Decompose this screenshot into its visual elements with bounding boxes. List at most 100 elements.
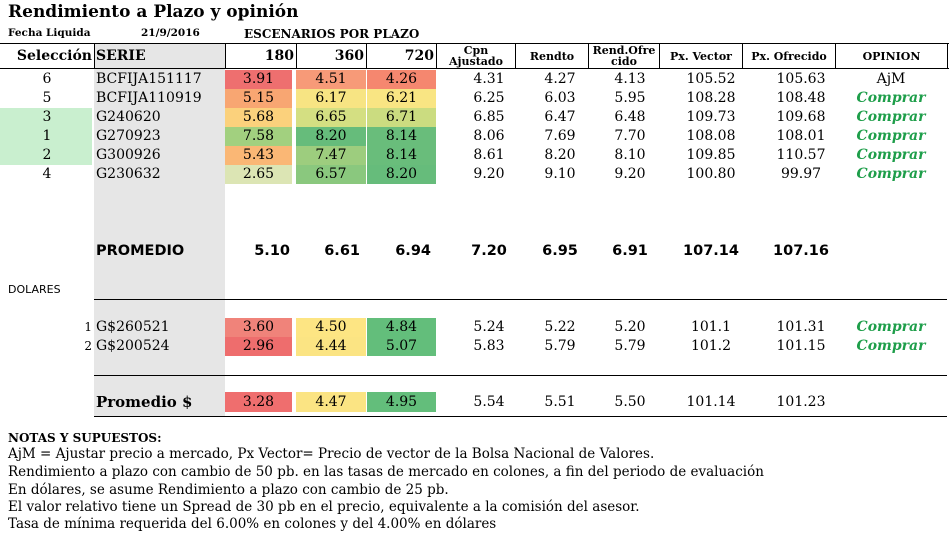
px-vector: 100.80 — [686, 166, 736, 182]
selection-rank: 5 — [42, 90, 52, 106]
dolares-top-border — [94, 299, 947, 300]
px-ofrecido: 108.01 — [776, 128, 826, 144]
yield-720: 6.71 — [367, 108, 436, 127]
yield-720: 8.14 — [367, 127, 436, 146]
header-rof-line2: cido — [611, 55, 637, 68]
rendto: 6.03 — [544, 90, 576, 106]
opinion: AjM — [876, 71, 906, 87]
rend-ofrecido: 5.95 — [614, 90, 646, 106]
promedio-rendto: 6.95 — [542, 243, 578, 259]
cpn-ajustado: 5.24 — [473, 319, 505, 335]
serie-column-shade — [94, 43, 225, 417]
header-720: 720 — [404, 47, 434, 64]
header-divider — [296, 43, 297, 69]
yield-180: 7.58 — [225, 127, 292, 146]
rend-ofrecido: 5.79 — [614, 338, 646, 354]
opinion: Comprar — [856, 109, 926, 125]
promedio-usd-360: 4.47 — [296, 392, 366, 412]
rend-ofrecido: 6.48 — [614, 109, 646, 125]
rendto: 5.79 — [544, 338, 576, 354]
yield-180: 3.91 — [225, 70, 292, 89]
colones-row: 1 G270923 7.58 8.20 8.14 8.06 7.69 7.70 108.08 10… — [0, 127, 949, 146]
header-cpn-line1: Cpn — [463, 44, 489, 57]
px-ofrecido: 105.63 — [776, 71, 826, 87]
promedio-usd-px-vector: 101.14 — [686, 394, 736, 410]
promedio-px-vector: 107.14 — [683, 243, 739, 259]
promedio-cpn: 7.20 — [471, 243, 507, 259]
header-divider — [742, 43, 743, 69]
promedio-usd-180: 3.28 — [225, 392, 292, 412]
cpn-ajustado: 9.20 — [473, 166, 505, 182]
header-rendto: Rendto — [529, 49, 575, 63]
selection-rank: 2 — [84, 339, 92, 353]
dolares-label: DOLARES — [8, 283, 61, 296]
header-divider — [588, 43, 589, 69]
header-cpn-ajustado: Cpn Ajustado — [437, 44, 515, 68]
yield-180: 5.15 — [225, 89, 292, 108]
dolares-row: 2 G$200524 2.96 4.44 5.07 5.83 5.79 5.79 101.2 10… — [0, 337, 949, 356]
rendto: 8.20 — [544, 147, 576, 163]
promedio-usd-bottom-border — [94, 416, 947, 417]
opinion: Comprar — [856, 338, 926, 354]
px-ofrecido: 101.31 — [776, 319, 826, 335]
header-bottom-border — [0, 68, 949, 69]
rendto: 4.27 — [544, 71, 576, 87]
px-vector: 109.73 — [686, 109, 736, 125]
fecha-value: 21/9/2016 — [141, 27, 200, 39]
cpn-ajustado: 8.06 — [473, 128, 505, 144]
opinion: Comprar — [856, 319, 926, 335]
header-divider — [94, 43, 95, 69]
promedio-180: 5.10 — [254, 243, 290, 259]
colones-row: 2 G300926 5.43 7.47 8.14 8.61 8.20 8.10 109.85 11… — [0, 146, 949, 165]
rend-ofrecido: 7.70 — [614, 128, 646, 144]
promedio-usd-rend-ofrecido: 5.50 — [614, 394, 646, 410]
rendto: 6.47 — [544, 109, 576, 125]
yield-360: 7.47 — [296, 146, 366, 165]
selection-rank: 3 — [42, 109, 52, 125]
selection-rank: 2 — [42, 147, 52, 163]
yield-720: 8.20 — [367, 165, 436, 184]
promedio-usd-rendto: 5.51 — [544, 394, 576, 410]
header-divider — [366, 43, 367, 69]
selection-rank: 1 — [84, 320, 92, 334]
header-serie: SERIE — [96, 47, 146, 64]
promedio-usd-px-ofrecido: 101.23 — [776, 394, 826, 410]
header-seleccion: Selección — [16, 47, 92, 64]
header-divider — [835, 43, 836, 69]
yield-360: 6.57 — [296, 165, 366, 184]
yield-180: 2.96 — [225, 337, 292, 356]
serie-code: G230632 — [96, 166, 161, 182]
serie-code: BCFIJA110919 — [96, 90, 202, 106]
yield-360: 4.50 — [296, 318, 366, 337]
header-px-vector: Px. Vector — [670, 49, 732, 63]
rendto: 7.69 — [544, 128, 576, 144]
px-vector: 109.85 — [686, 147, 736, 163]
header-divider — [515, 43, 516, 69]
header-divider — [947, 43, 948, 69]
header-divider — [659, 43, 660, 69]
yield-180: 5.68 — [225, 108, 292, 127]
yield-180: 2.65 — [225, 165, 292, 184]
dolares-row: 1 G$260521 3.60 4.50 4.84 5.24 5.22 5.20 101.1 10… — [0, 318, 949, 337]
header-180: 180 — [264, 47, 294, 64]
px-vector: 101.1 — [690, 319, 732, 335]
px-ofrecido: 109.68 — [776, 109, 826, 125]
promedio-360: 6.61 — [324, 243, 360, 259]
rend-ofrecido: 9.20 — [614, 166, 646, 182]
opinion: Comprar — [856, 128, 926, 144]
serie-code: BCFIJA151117 — [96, 71, 202, 87]
notes-title: NOTAS Y SUPUESTOS: — [8, 431, 162, 445]
px-ofrecido: 110.57 — [776, 147, 826, 163]
yield-720: 4.26 — [367, 70, 436, 89]
px-vector: 108.08 — [686, 128, 736, 144]
promedio-px-ofrecido: 107.16 — [773, 243, 829, 259]
promedio-usd-row: Promedio $ 3.28 4.47 4.95 5.54 5.51 5.50… — [0, 392, 949, 412]
rend-ofrecido: 4.13 — [614, 71, 646, 87]
serie-code: G300926 — [96, 147, 161, 163]
promedio-usd-top-border — [94, 375, 947, 376]
selection-rank: 4 — [42, 166, 52, 182]
yield-360: 6.17 — [296, 89, 366, 108]
px-ofrecido: 99.97 — [780, 166, 822, 182]
yield-720: 4.84 — [367, 318, 436, 337]
promedio-row: PROMEDIO 5.10 6.61 6.94 7.20 6.95 6.91 1… — [0, 240, 949, 262]
